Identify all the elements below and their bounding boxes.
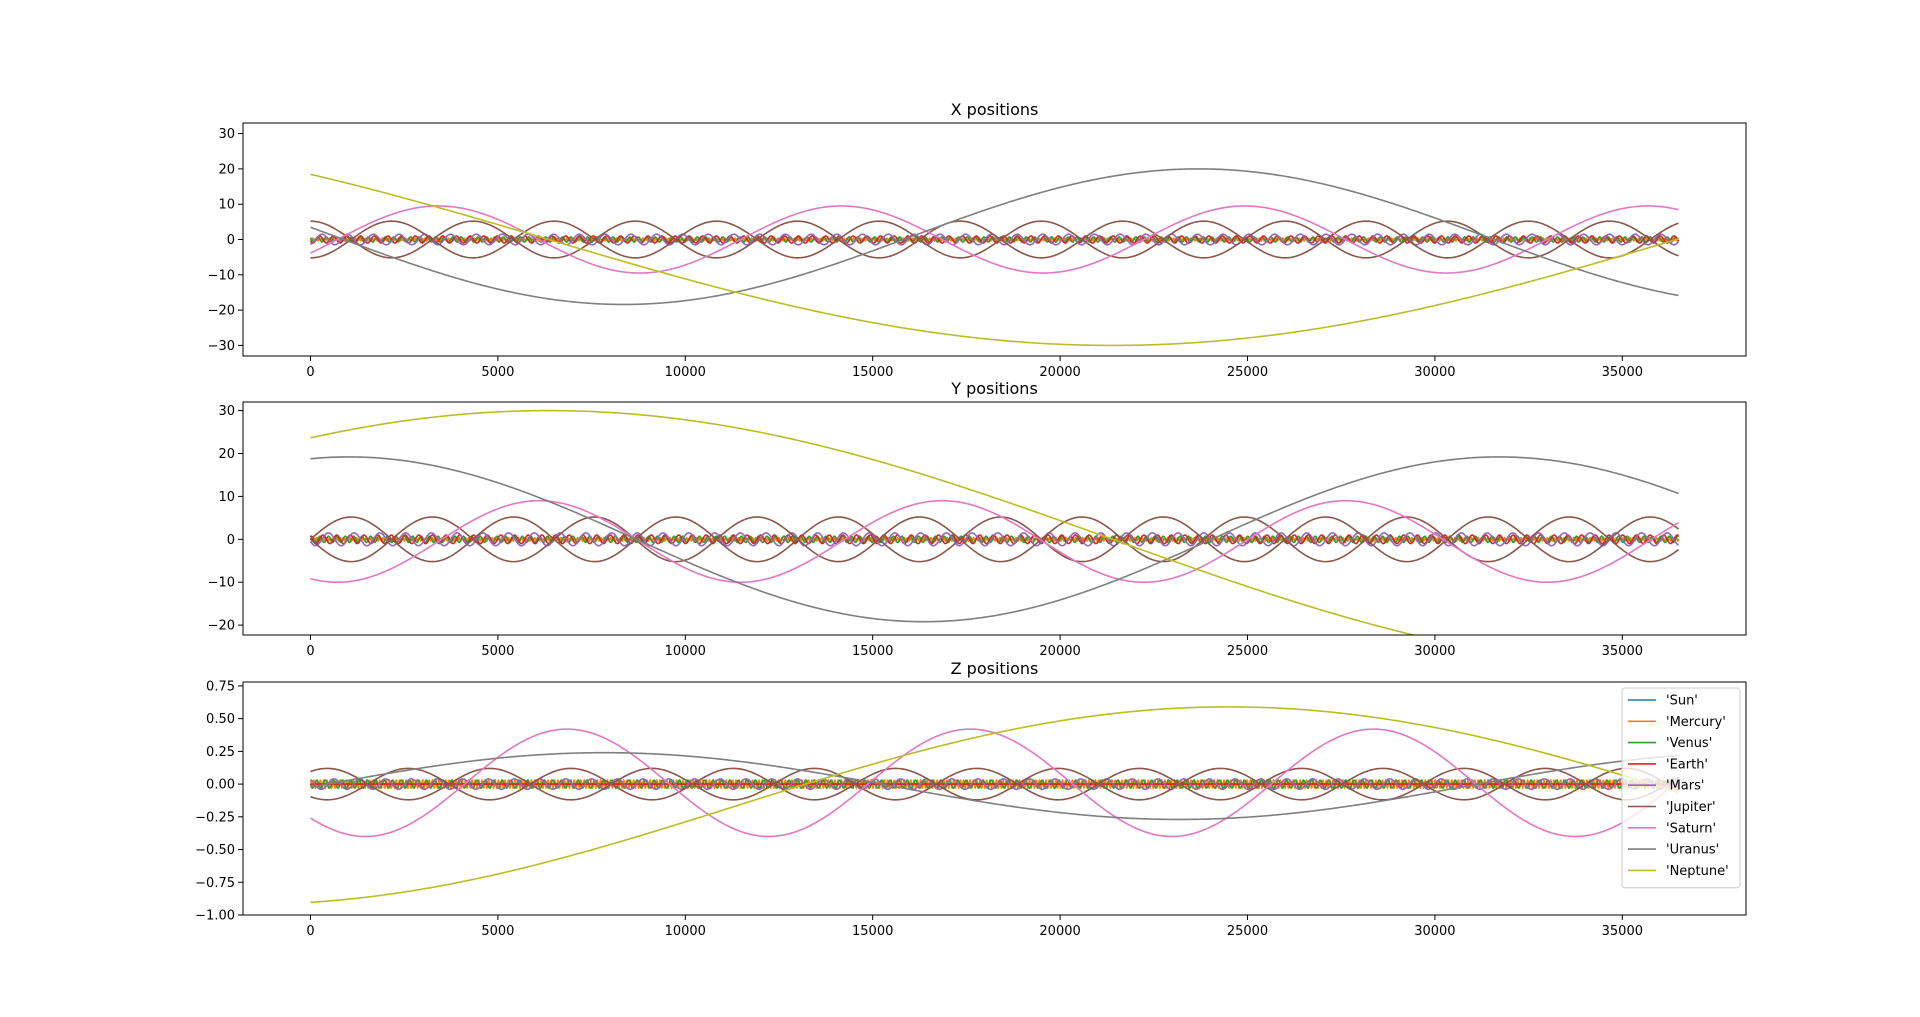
subplot-y-positions: Y positions 0 5000 10000 15000 20000 25000 300… <box>208 379 1747 659</box>
y-tick-label: 10 <box>218 490 235 505</box>
y-tick-label: −1.00 <box>195 909 235 924</box>
legend-box <box>1621 687 1741 889</box>
y-tick-label: 0.75 <box>206 679 235 694</box>
x-tick-label: 5000 <box>481 644 514 659</box>
y-tick-label: −30 <box>208 339 235 354</box>
y-tick-label: 0.25 <box>206 745 235 760</box>
series-line-jupiter-mirror <box>309 516 1680 563</box>
y-tick-label: 30 <box>218 404 235 419</box>
y-tick-label: −10 <box>208 268 235 283</box>
y-tick-label: 20 <box>218 162 235 177</box>
series-lines <box>309 409 1680 635</box>
subplot-title-x: X positions <box>951 100 1039 119</box>
subplot-title-y: Y positions <box>950 379 1038 398</box>
x-tick-label: 5000 <box>481 365 514 380</box>
legend-label: 'Neptune' <box>1666 864 1729 879</box>
y-tick-label: −0.50 <box>195 843 235 858</box>
x-tick-label: 15000 <box>852 365 893 380</box>
series-line-saturn <box>310 205 1679 274</box>
legend-label: 'Mercury' <box>1666 715 1726 730</box>
x-tick-label: 5000 <box>481 924 514 939</box>
y-tick-label: 0 <box>227 233 235 248</box>
y-tick-label: −0.25 <box>195 810 235 825</box>
series-lines <box>309 706 1680 904</box>
x-tick-label: 25000 <box>1227 365 1268 380</box>
x-tick-label: 10000 <box>665 365 706 380</box>
legend: 'Sun' 'Mercury' 'Venus' 'Earth' 'Mars' 'Jupit… <box>1621 687 1741 889</box>
series-line-uranus <box>310 456 1679 623</box>
x-tick-label: 15000 <box>852 644 893 659</box>
y-tick-label: 0 <box>227 533 235 548</box>
y-tick-label: 0.50 <box>206 712 235 727</box>
series-line-neptune <box>310 173 1679 347</box>
x-tick-label: 20000 <box>1039 924 1080 939</box>
x-tick-label: 25000 <box>1227 924 1268 939</box>
legend-label: 'Earth' <box>1666 757 1708 772</box>
y-tick-label: −10 <box>208 576 235 591</box>
legend-label: 'Uranus' <box>1666 843 1719 858</box>
x-tick-label: 35000 <box>1602 924 1643 939</box>
series-line-jupiter-mirror <box>310 220 1679 259</box>
x-tick-label: 20000 <box>1039 644 1080 659</box>
x-tick-label: 20000 <box>1039 365 1080 380</box>
x-tick-label: 25000 <box>1227 644 1268 659</box>
x-tick-label: 30000 <box>1414 365 1455 380</box>
subplot-x-positions: X positions 0 5000 10000 15000 20000 25000 300… <box>208 100 1747 380</box>
x-tick-label: 35000 <box>1602 644 1643 659</box>
x-tick-label: 10000 <box>665 924 706 939</box>
axes-frame <box>242 681 1747 916</box>
x-tick-label: 0 <box>306 924 314 939</box>
series-line-uranus <box>310 168 1679 306</box>
legend-label: 'Venus' <box>1666 736 1712 751</box>
y-tick-label: 30 <box>218 127 235 142</box>
x-tick-label: 35000 <box>1602 365 1643 380</box>
x-tick-label: 30000 <box>1414 924 1455 939</box>
series-lines <box>309 168 1680 347</box>
y-tick-label: 0.00 <box>206 778 235 793</box>
y-tick-label: −20 <box>208 304 235 319</box>
series-line-neptune <box>310 409 1417 635</box>
x-tick-label: 0 <box>306 365 314 380</box>
x-tick-label: 30000 <box>1414 644 1455 659</box>
x-tick-label: 10000 <box>665 644 706 659</box>
series-line-jupiter <box>309 516 1680 563</box>
series-line-neptune <box>310 706 1679 904</box>
y-tick-label: −0.75 <box>195 876 235 891</box>
series-line-jupiter <box>310 220 1679 259</box>
subplot-title-z: Z positions <box>951 659 1039 678</box>
legend-label: 'Sun' <box>1666 694 1698 709</box>
series-line-jupiter-mirror <box>310 767 1679 801</box>
legend-label: 'Saturn' <box>1666 821 1716 836</box>
subplot-z-positions: Z positions 0 5000 10000 15000 20000 25000 300… <box>195 659 1747 939</box>
axes-frame <box>242 401 1747 636</box>
x-tick-label: 0 <box>306 644 314 659</box>
y-tick-label: −20 <box>208 619 235 634</box>
x-tick-label: 15000 <box>852 924 893 939</box>
y-tick-label: 10 <box>218 198 235 213</box>
series-line-saturn <box>310 499 1679 584</box>
series-line-jupiter <box>310 767 1679 801</box>
legend-label: 'Jupiter' <box>1666 800 1716 815</box>
series-line-uranus <box>310 751 1679 821</box>
legend-label: 'Mars' <box>1666 779 1704 794</box>
y-tick-label: 20 <box>218 447 235 462</box>
